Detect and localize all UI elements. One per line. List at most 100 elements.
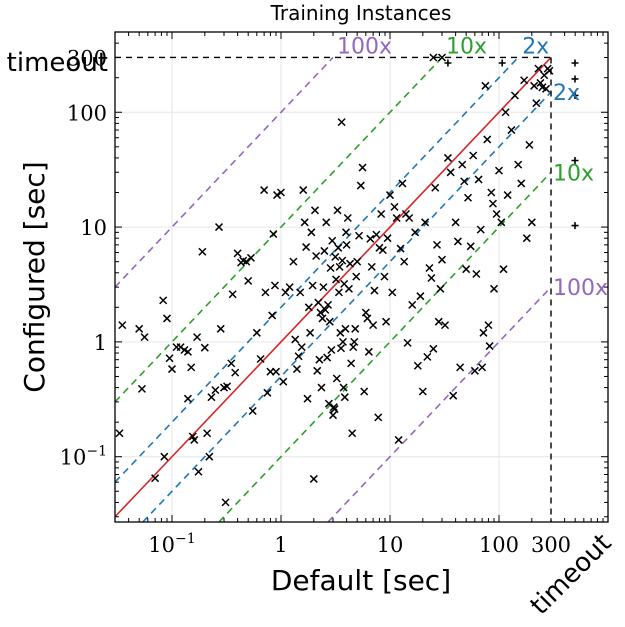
data-point	[248, 406, 257, 416]
data-point	[302, 243, 311, 252]
data-point	[361, 308, 370, 317]
timeout-point	[571, 91, 579, 99]
data-point	[118, 321, 127, 330]
data-point	[307, 228, 316, 237]
data-point	[434, 317, 443, 326]
data-point	[306, 328, 315, 337]
data-point	[443, 153, 452, 162]
data-point	[364, 347, 373, 356]
data-point	[396, 244, 405, 253]
data-point	[510, 91, 519, 100]
data-point	[151, 474, 160, 483]
data-point	[351, 324, 360, 333]
data-point	[292, 365, 301, 374]
data-point	[501, 108, 510, 117]
data-point	[469, 151, 478, 160]
data-point	[363, 314, 372, 323]
data-point	[425, 263, 434, 273]
data-point	[499, 265, 508, 274]
data-points	[115, 53, 579, 507]
data-point	[453, 237, 462, 246]
data-point	[207, 393, 216, 402]
data-point	[418, 387, 427, 396]
data-point	[303, 394, 312, 403]
data-point	[446, 168, 455, 177]
data-point	[327, 345, 336, 355]
data-point	[476, 225, 485, 234]
ref-label-top-100x: 100x	[337, 34, 392, 59]
data-point	[312, 251, 321, 261]
data-point	[337, 118, 346, 127]
data-point	[489, 284, 499, 293]
ref-line-100x	[115, 56, 334, 288]
data-point	[380, 272, 389, 281]
data-point	[159, 296, 168, 305]
data-point	[346, 259, 355, 268]
data-point	[527, 218, 536, 227]
data-point	[466, 242, 475, 251]
data-point	[233, 249, 242, 258]
data-point	[356, 181, 365, 190]
data-point	[429, 344, 438, 353]
data-point	[315, 355, 324, 364]
data-point	[340, 393, 349, 402]
data-point	[429, 53, 438, 62]
data-point	[369, 321, 378, 330]
data-point	[421, 218, 430, 227]
ref-label-right-100x: 100x	[553, 276, 608, 301]
data-point	[193, 333, 202, 342]
data-point	[378, 246, 387, 255]
data-point	[135, 324, 144, 333]
data-point	[372, 230, 381, 239]
data-point	[273, 191, 282, 200]
data-point	[334, 288, 343, 297]
data-point	[228, 290, 237, 299]
data-point	[449, 391, 458, 400]
data-point	[545, 66, 554, 75]
timeout-point	[571, 75, 579, 83]
ref-label-top-2x: 2x	[522, 34, 549, 59]
data-point	[198, 247, 207, 256]
data-point	[276, 188, 286, 197]
axis-ticks: 10−1 1 10 100 300 10−1 1 10 100 300	[60, 31, 608, 557]
data-point	[227, 359, 236, 368]
data-point	[321, 305, 330, 314]
data-point	[341, 228, 351, 237]
data-point	[481, 81, 490, 90]
data-point	[167, 365, 177, 374]
data-point	[474, 175, 483, 184]
data-point	[456, 363, 465, 372]
reference-lines	[115, 56, 552, 522]
data-point	[162, 314, 172, 323]
data-point	[310, 206, 320, 215]
timeout-point	[498, 59, 506, 67]
y-axis-label: Configured [sec]	[18, 161, 51, 392]
data-point	[216, 324, 225, 333]
plot-frame	[114, 31, 609, 523]
data-point	[388, 288, 397, 297]
y-tick-label: 10	[80, 216, 107, 240]
data-point	[514, 160, 523, 169]
ref-line-100x	[327, 286, 552, 522]
data-point	[328, 411, 338, 420]
data-point	[137, 384, 146, 393]
timeout-point	[444, 59, 452, 67]
data-point	[214, 223, 224, 232]
data-point	[289, 257, 298, 266]
data-point	[394, 435, 403, 444]
data-point	[244, 276, 253, 285]
data-point	[320, 246, 329, 255]
data-point	[360, 387, 369, 396]
data-point	[194, 467, 203, 476]
data-point	[323, 300, 333, 309]
y-timeout-label: timeout	[7, 48, 108, 78]
data-point	[462, 265, 471, 274]
data-point	[350, 337, 359, 346]
data-point	[261, 288, 270, 297]
data-point	[470, 366, 479, 375]
data-point	[200, 343, 209, 352]
data-point	[366, 234, 375, 243]
data-point	[339, 383, 348, 392]
data-point	[183, 394, 192, 403]
